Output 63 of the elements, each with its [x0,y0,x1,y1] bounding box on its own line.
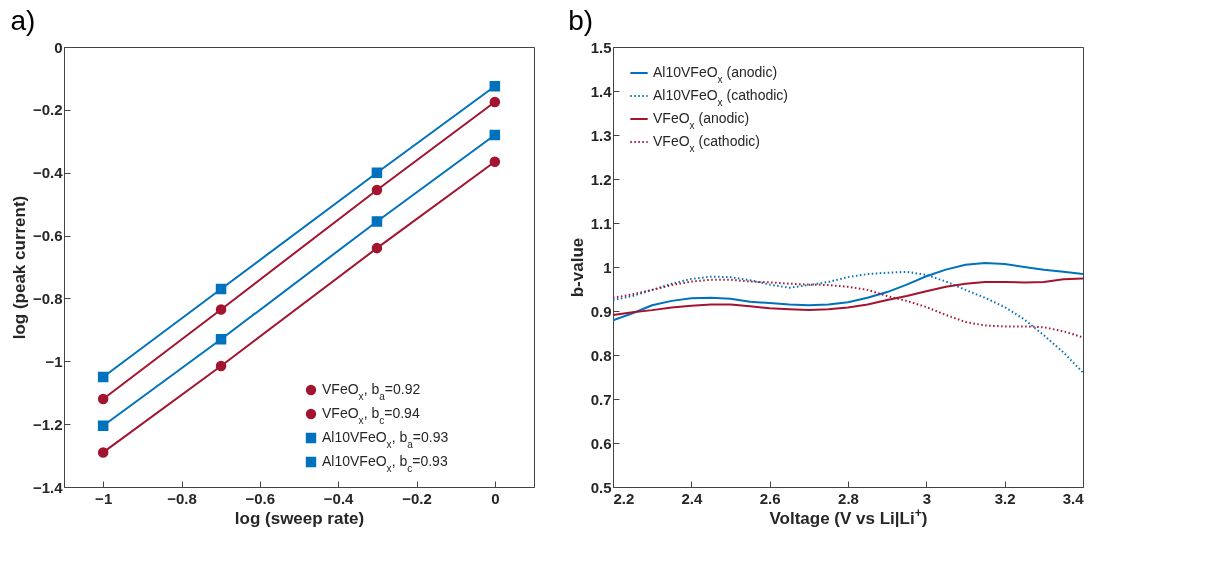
x-tick-label: 3.4 [1062,489,1085,507]
y-tick-label: 1.2 [590,170,612,188]
point [215,283,227,295]
point [489,96,501,108]
legend-label: Al10VFeO$_{x}$, b$_{c}$=0.93 [322,453,448,474]
x-tick-label: 2.4 [681,489,703,507]
legend-label: VFeO$_{x}$ (anodic) [653,110,750,131]
x-tick-label: 3.2 [994,489,1016,507]
x-axis-title: Voltage (V vs Li|Li$^{+}$) [769,505,928,528]
point [371,242,383,254]
y-tick-label: 1.4 [590,82,613,100]
x-tick-label: −1 [95,489,113,507]
legend-label: VFeO$_{x}$ (cathodic) [653,133,760,154]
y-tick-label: −1.4 [32,478,64,496]
line-series [613,278,1083,339]
point [97,447,109,458]
y-tick-label: 0 [54,38,63,56]
x-tick-label: −0.2 [402,489,432,507]
y-tick-label: −0.2 [32,101,63,119]
y-tick-label: 1.5 [590,38,612,56]
point [215,360,227,372]
legend-label: Al10VFeO$_{x}$ (anodic) [653,64,778,85]
y-tick-label: 0.8 [590,346,612,364]
x-tick-label: 3 [922,489,932,507]
point [371,167,383,178]
x-tick-label: −0.6 [245,489,276,507]
y-tick-label: 0.5 [590,478,612,496]
legend-label: VFeO$_{x}$, b$_{c}$=0.94 [322,405,420,426]
legend-label: Al10VFeO$_{x}$ (cathodic) [653,87,788,108]
point [489,81,501,92]
point [97,371,109,383]
point [489,129,501,141]
x-tick-label: 0 [491,489,500,507]
y-tick-label: −0.6 [32,227,63,245]
point [489,156,501,167]
legend-label: VFeO$_{x}$, b$_{a}$=0.92 [322,381,421,402]
point [215,304,227,315]
point [97,420,109,431]
y-tick-label: 1.1 [590,214,612,232]
y-tick-label: 1 [603,258,612,276]
x-tick-label: 2.2 [613,489,635,507]
x-tick-label: −0.4 [323,489,355,507]
y-tick-label: 1.3 [590,126,612,144]
y-tick-label: −1 [45,352,63,370]
legend-label: Al10VFeO$_{x}$, b$_{a}$=0.93 [322,429,449,450]
point [97,393,109,405]
y-tick-label: 0.7 [590,390,612,408]
y-tick-label: −1.2 [32,415,63,433]
y-axis-title: b-value [567,237,587,298]
y-tick-label: −0.4 [32,164,64,182]
point [215,334,227,345]
y-tick-label: 0.9 [590,302,612,320]
x-tick-label: −0.8 [167,489,197,507]
point [371,216,383,227]
y-axis-title: log (peak current) [9,195,29,340]
y-tick-label: 0.6 [590,434,612,452]
chart-title: b) [568,5,594,36]
point [371,184,383,196]
x-axis-title: log (sweep rate) [234,508,365,528]
y-tick-label: −0.8 [32,289,63,307]
chart-title: a) [10,5,36,36]
x-tick-label: 2.6 [759,489,781,507]
x-tick-label: 2.8 [838,489,859,507]
